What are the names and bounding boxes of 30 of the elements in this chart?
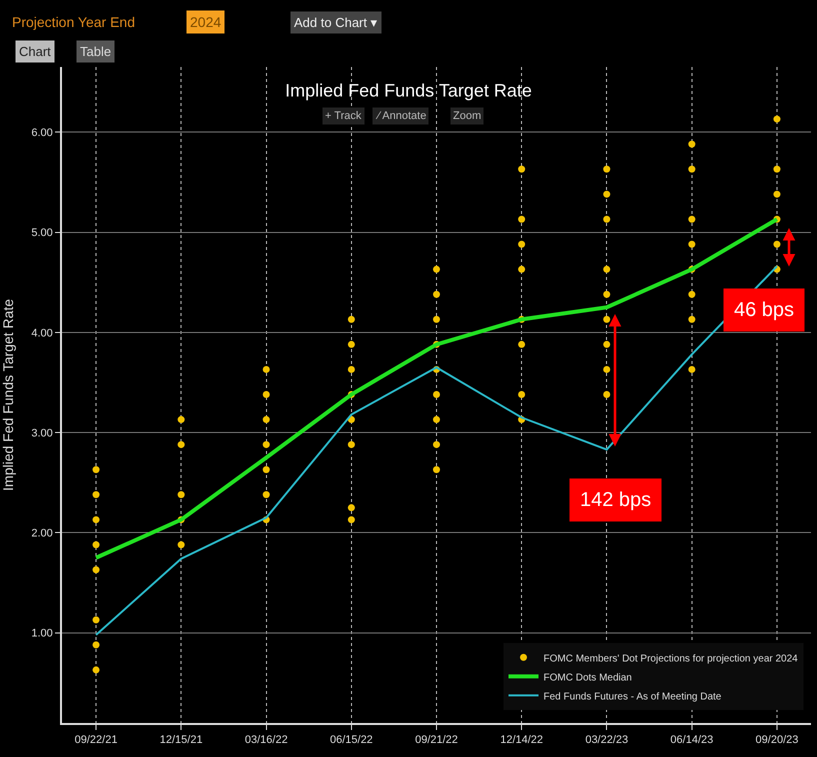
text: Table: [80, 44, 112, 59]
text: Add to Chart ▾: [294, 15, 378, 30]
annotation: 142 bps: [580, 489, 652, 511]
x-tick-label: 09/22/21: [74, 734, 118, 746]
x-tick-label: 06/15/22: [330, 734, 373, 746]
y-tick-label: 5.00: [31, 227, 53, 240]
x-tick-label: 12/14/22: [500, 734, 544, 746]
x-tick-label: 09/21/22: [415, 734, 458, 746]
y-tick-label: 2.00: [31, 528, 53, 540]
text: Implied Fed Funds Target Rate: [285, 80, 532, 100]
x-tick-label: 03/16/22: [244, 734, 288, 746]
annotation: Zoom: [453, 110, 482, 122]
legend-label: FOMC Members' Dot Projections for projection year 2024: [544, 653, 798, 664]
legend-label: FOMC Dots Median: [544, 672, 632, 684]
y-tick-label: 3.00: [31, 427, 53, 440]
legend-label: Fed Funds Futures - As of Meeting Date: [544, 691, 722, 702]
x-tick-label: 03/22/23: [585, 734, 628, 746]
y-tick-label: 4.00: [31, 327, 53, 340]
annotation: + Track: [325, 110, 362, 122]
y-tick-label: 6.00: [31, 126, 53, 139]
x-tick-label: 06/14/23: [670, 734, 714, 746]
x-tick-label: 12/15/21: [160, 734, 203, 746]
text: Projection Year End: [12, 14, 135, 30]
y-tick-label: 1.00: [31, 628, 53, 640]
text: Chart: [19, 44, 52, 59]
text: 2024: [190, 14, 222, 30]
annotation: ⁄ Annotate: [375, 110, 426, 122]
annotation: 46 bps: [734, 299, 794, 321]
y-axis-title: Implied Fed Funds Target Rate: [0, 298, 16, 491]
x-tick-label: 09/20/23: [756, 734, 798, 746]
